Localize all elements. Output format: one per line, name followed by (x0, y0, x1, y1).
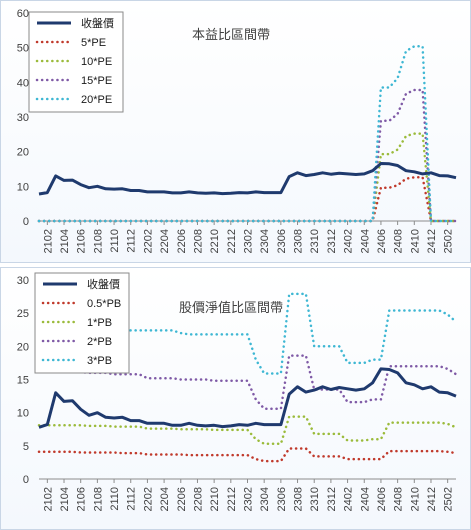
pb-x-tick-label: 2408 (393, 487, 405, 511)
pe-series-line-1 (37, 176, 458, 223)
pe-x-tick-label: 2108 (92, 229, 104, 253)
pb-legend-box (34, 272, 130, 374)
pe-x-tick-label: 2304 (259, 229, 271, 253)
pb-y-tick-label: 5 (23, 441, 29, 453)
pb-x-tick-label: 2210 (209, 487, 221, 511)
pe-x-tick-label: 2104 (59, 229, 71, 253)
pe-y-tick-label: 50 (17, 43, 29, 55)
pe-x-tick-label: 2106 (76, 229, 88, 253)
pb-x-tick-label: 2404 (359, 487, 371, 511)
pe-x-tick-label: 2202 (142, 229, 154, 253)
pb-x-tick-label: 2106 (76, 487, 88, 511)
pb-x-tick-label: 2102 (42, 487, 54, 511)
pb-series-line-1 (37, 447, 458, 463)
pb-x-tick-label: 2308 (293, 487, 305, 511)
pb-series-line-4 (37, 292, 458, 375)
pb-y-tick-label: 20 (17, 341, 29, 353)
pe-x-tick-label: 2206 (176, 229, 188, 253)
pe-y-tick-label: 20 (17, 147, 29, 159)
pb-band-chart: 0 5 10 15 20 25 30 2102 2104 2106 2108 2110 2112 2202… (0, 267, 471, 530)
pb-x-tick-label: 2410 (409, 487, 421, 511)
pe-y-tick-label: 40 (17, 77, 29, 89)
pe-series-line-4 (37, 45, 458, 223)
pe-y-tick-label: 10 (17, 181, 29, 193)
pe-y-tick-label: 30 (17, 112, 29, 124)
pb-y-tick-label: 15 (17, 375, 29, 387)
pb-x-tick-label: 2208 (192, 487, 204, 511)
pb-x-tick-label: 2110 (109, 487, 121, 511)
pb-x-tick-label: 2212 (226, 487, 238, 511)
pb-chart-title: 股價淨值比區間帶 (179, 300, 283, 316)
pe-x-tick-label: 2406 (376, 229, 388, 253)
pe-x-tick-label: 2306 (276, 229, 288, 253)
pb-series-line-3 (37, 354, 458, 410)
pe-chart-title: 本益比區間帶 (192, 28, 270, 43)
pe-x-tick-label: 2412 (426, 229, 438, 253)
pe-x-tick-label: 2408 (393, 229, 405, 253)
pb-x-tick-label: 2412 (426, 487, 438, 511)
pb-x-tick-label: 2112 (126, 487, 138, 511)
pe-x-tick-label: 2110 (109, 229, 121, 253)
pb-y-tick-label: 10 (17, 408, 29, 420)
pb-x-tick-label: 2402 (343, 487, 355, 511)
pe-x-tick-label: 2102 (42, 229, 54, 253)
pe-x-tick-label: 2208 (192, 229, 204, 253)
pb-x-tick-label: 2502 (443, 487, 455, 511)
pb-legend-label: 2*PB (87, 336, 112, 348)
pe-series-line-2 (37, 132, 458, 223)
pe-x-tick-label: 2312 (326, 229, 338, 253)
pe-x-tick-label: 2404 (359, 229, 371, 253)
pe-legend-label: 20*PE (81, 94, 112, 106)
pb-legend-label: 3*PB (87, 355, 112, 367)
pb-y-tick-label: 0 (23, 474, 29, 486)
pb-x-tick-label: 2108 (92, 487, 104, 511)
pe-band-chart-canvas: 0 10 20 30 40 50 60 2102 2104 2106 2108 2110 2112 220… (17, 8, 458, 253)
pe-legend-label: 10*PE (81, 56, 112, 68)
pe-legend-label: 收盤價 (81, 16, 114, 30)
pb-y-tick-label: 30 (17, 275, 29, 287)
pb-series-line-0 (38, 367, 457, 429)
pe-x-tick-label: 2112 (126, 229, 138, 253)
pe-y-tick-label: 0 (23, 216, 29, 228)
pe-legend-label: 15*PE (81, 75, 112, 87)
pb-band-chart-canvas: 0 5 10 15 20 25 30 2102 2104 2106 2108 2110 2112 2202… (17, 272, 458, 511)
pe-band-chart: 0 10 20 30 40 50 60 2102 2104 2106 2108 2110 2112 220… (0, 0, 471, 263)
pb-x-tick-label: 2302 (243, 487, 255, 511)
pe-x-tick-label: 2302 (243, 229, 255, 253)
pb-x-tick-label: 2104 (59, 487, 71, 511)
pb-x-tick-label: 2304 (259, 487, 271, 511)
pe-x-tick-label: 2502 (443, 229, 455, 253)
pb-x-tick-label: 2204 (159, 487, 171, 511)
pe-x-tick-label: 2308 (293, 229, 305, 253)
pe-x-tick-label: 2410 (409, 229, 421, 253)
pb-legend-label: 收盤價 (87, 277, 120, 291)
pe-x-tick-label: 2204 (159, 229, 171, 253)
pe-x-tick-label: 2212 (226, 229, 238, 253)
pb-x-tick-label: 2312 (326, 487, 338, 511)
pe-x-tick-label: 2402 (343, 229, 355, 253)
pb-x-tick-label: 2406 (376, 487, 388, 511)
pb-y-tick-label: 25 (17, 308, 29, 320)
pb-x-tick-label: 2206 (176, 487, 188, 511)
pb-legend-label: 1*PB (87, 317, 112, 329)
pe-y-tick-label: 60 (17, 8, 29, 20)
pe-x-tick-label: 2310 (309, 229, 321, 253)
pe-series-line-0 (38, 162, 457, 196)
pb-x-tick-label: 2306 (276, 487, 288, 511)
pe-x-tick-label: 2210 (209, 229, 221, 253)
pb-x-tick-label: 2202 (142, 487, 154, 511)
pe-legend-label: 5*PE (81, 37, 106, 49)
pb-series-line-2 (37, 415, 458, 446)
pe-legend-box (28, 11, 124, 113)
pb-legend-label: 0.5*PB (87, 298, 121, 310)
pb-x-tick-label: 2310 (309, 487, 321, 511)
